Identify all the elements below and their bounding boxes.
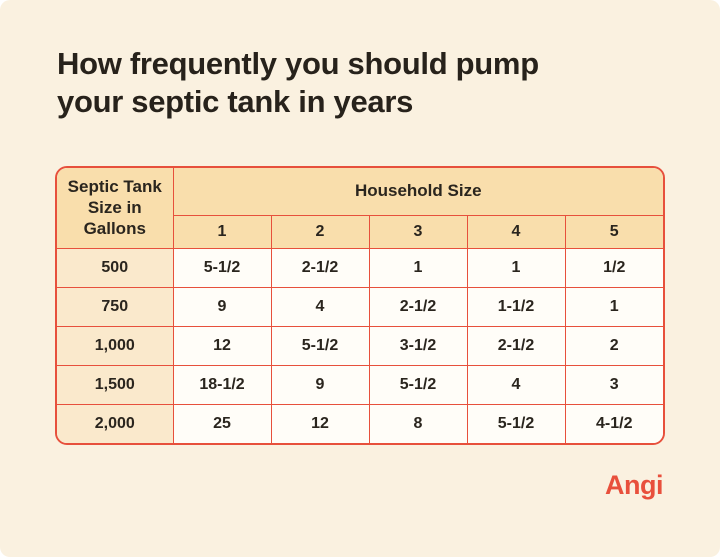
- cell-1000-1: 12: [172, 325, 272, 366]
- page-title: How frequently you should pump your sept…: [57, 45, 669, 121]
- cell-1500-4: 4: [466, 364, 566, 405]
- corner-header: Septic Tank Size in Gallons: [57, 168, 174, 249]
- cell-750-3: 2-1/2: [368, 286, 468, 327]
- table-row: 1,500 18-1/2 9 5-1/2 4 3: [57, 364, 663, 405]
- column-header-1: 1: [173, 214, 272, 249]
- column-header-2: 2: [270, 214, 370, 249]
- cell-750-2: 4: [270, 286, 370, 327]
- cell-750-1: 9: [172, 286, 272, 327]
- cell-500-2: 2-1/2: [270, 247, 370, 288]
- row-label-1000: 1,000: [57, 325, 174, 366]
- cell-1000-5: 2: [564, 325, 663, 366]
- column-header-5: 5: [564, 214, 663, 249]
- page-title-line-2: your septic tank in years: [57, 84, 414, 119]
- cell-1000-2: 5-1/2: [270, 325, 370, 366]
- cell-2000-3: 8: [368, 403, 468, 443]
- row-label-1500: 1,500: [57, 364, 174, 405]
- row-label-500: 500: [57, 247, 174, 288]
- cell-500-5: 1/2: [564, 247, 663, 288]
- group-header: Household Size: [172, 168, 663, 216]
- cell-1000-4: 2-1/2: [466, 325, 566, 366]
- cell-500-4: 1: [466, 247, 566, 288]
- column-header-3: 3: [368, 214, 468, 249]
- row-label-2000: 2,000: [57, 403, 174, 443]
- column-header-4: 4: [466, 214, 566, 249]
- cell-2000-1: 25: [172, 403, 272, 443]
- angi-logo: Angi: [605, 470, 664, 500]
- cell-1500-1: 18-1/2: [172, 364, 272, 405]
- table-header-row: Septic Tank Size in Gallons Household Si…: [57, 168, 663, 249]
- cell-750-5: 1: [564, 286, 663, 327]
- table-row: 500 5-1/2 2-1/2 1 1 1/2: [57, 247, 663, 288]
- cell-750-4: 1-1/2: [466, 286, 566, 327]
- table-row: 2,000 25 12 8 5-1/2 4-1/2: [57, 403, 663, 443]
- cell-1000-3: 3-1/2: [368, 325, 468, 366]
- cell-2000-5: 4-1/2: [564, 403, 663, 443]
- data-table: Septic Tank Size in Gallons Household Si…: [57, 168, 663, 443]
- cell-1500-2: 9: [270, 364, 370, 405]
- page-title-line-1: How frequently you should pump: [57, 46, 539, 81]
- cell-2000-2: 12: [270, 403, 370, 443]
- cell-1500-5: 3: [564, 364, 663, 405]
- row-label-750: 750: [57, 286, 174, 327]
- cell-2000-4: 5-1/2: [466, 403, 566, 443]
- cell-1500-3: 5-1/2: [368, 364, 468, 405]
- column-header-row: 1 2 3 4 5: [57, 214, 663, 249]
- table-row: 1,000 12 5-1/2 3-1/2 2-1/2 2: [57, 325, 663, 366]
- cell-500-1: 5-1/2: [172, 247, 272, 288]
- septic-pump-frequency-table: Septic Tank Size in Gallons Household Si…: [55, 166, 665, 445]
- table-row: 750 9 4 2-1/2 1-1/2 1: [57, 286, 663, 327]
- cell-500-3: 1: [368, 247, 468, 288]
